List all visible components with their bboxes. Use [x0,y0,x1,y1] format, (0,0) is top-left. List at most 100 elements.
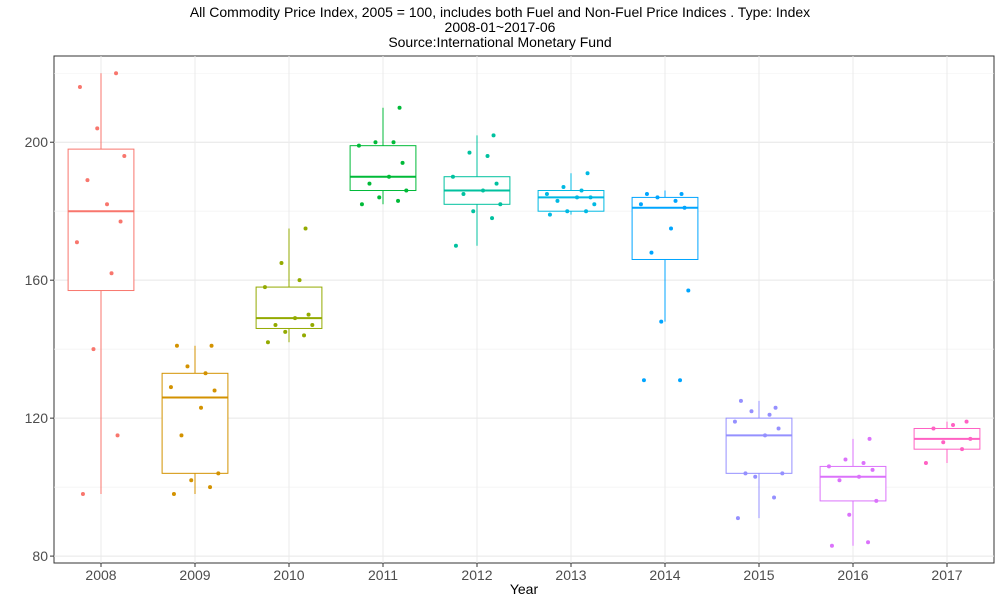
chart-title: All Commodity Price Index, 2005 = 100, i… [189,4,811,20]
data-point-2012 [453,243,458,248]
data-point-2010 [306,312,311,317]
box-2011 [349,145,417,192]
data-point-2010 [279,260,284,265]
data-point-2017 [968,436,973,441]
data-point-2013 [561,185,566,190]
data-point-2009 [216,471,221,476]
data-point-2011 [404,188,409,193]
data-point-2014 [673,198,678,203]
data-point-2010 [297,278,302,283]
data-point-2014 [659,319,664,324]
data-point-2011 [377,195,382,200]
data-point-2015 [773,405,778,410]
data-point-2010 [262,285,267,290]
data-point-2017 [941,440,946,445]
data-point-2010 [302,333,307,338]
data-point-2012 [491,133,496,138]
data-point-2011 [400,160,405,165]
data-point-2016 [847,512,852,517]
axis-layer: 80 120 160 200 2008 2009 2010 2011 2012 2013 2014 2… [25,134,963,583]
data-point-2015 [763,433,768,438]
y-tick-label: 160 [25,272,49,288]
box-2014 [631,196,699,260]
data-point-2011 [396,198,401,203]
data-point-2015 [735,516,740,521]
data-point-2015 [743,471,748,476]
data-point-2012 [490,216,495,221]
data-point-2008 [115,433,120,438]
data-point-2013 [592,202,597,207]
data-point-2015 [749,409,754,414]
data-point-2009 [199,405,204,410]
data-point-2012 [498,202,503,207]
data-point-2012 [481,188,486,193]
x-tick-label: 2015 [743,567,774,583]
x-axis-title: Year [510,581,539,597]
data-point-2016 [857,474,862,479]
data-point-2015 [753,474,758,479]
data-point-2013 [555,198,560,203]
data-point-2015 [780,471,785,476]
data-point-2009 [185,364,190,369]
data-point-2008 [122,154,127,159]
data-point-2013 [565,209,570,214]
y-tick-label: 200 [25,134,49,150]
data-point-2014 [638,202,643,207]
data-point-2016 [826,464,831,469]
x-tick-label: 2014 [649,567,680,583]
data-point-2009 [203,371,208,376]
x-tick-label: 2012 [461,567,492,583]
point-layer [74,71,973,548]
data-point-2008 [109,271,114,276]
x-tick-label: 2009 [179,567,210,583]
data-point-2012 [450,174,455,179]
data-point-2009 [171,492,176,497]
data-point-2011 [373,140,378,145]
data-point-2011 [356,143,361,148]
data-point-2015 [732,419,737,424]
box-2015 [725,417,793,474]
chart-subtitle-source: Source:International Monetary Fund [388,34,612,50]
data-point-2011 [367,181,372,186]
data-point-2013 [547,212,552,217]
data-point-2014 [686,288,691,293]
data-point-2016 [866,540,871,545]
data-point-2017 [960,447,965,452]
data-point-2013 [588,195,593,200]
data-point-2014 [644,191,649,196]
data-point-2010 [310,323,315,328]
data-point-2008 [95,126,100,131]
data-point-2017 [923,460,928,465]
x-tick-label: 2017 [931,567,962,583]
data-point-2009 [189,478,194,483]
data-point-2017 [931,426,936,431]
data-point-2009 [168,385,173,390]
box-layer [67,73,981,546]
data-point-2009 [212,388,217,393]
data-point-2008 [105,202,110,207]
data-point-2011 [359,202,364,207]
data-point-2014 [678,378,683,383]
x-tick-label: 2010 [273,567,304,583]
data-point-2013 [575,195,580,200]
data-point-2010 [293,316,298,321]
x-tick-label: 2008 [85,567,116,583]
data-point-2009 [179,433,184,438]
box-2010 [255,286,323,329]
data-point-2010 [303,226,308,231]
data-point-2015 [776,426,781,431]
data-point-2013 [585,171,590,176]
data-point-2008 [91,347,96,352]
data-point-2009 [174,343,179,348]
data-point-2014 [655,195,660,200]
data-point-2014 [649,250,654,255]
box-2016 [819,465,887,502]
data-point-2008 [74,240,79,245]
data-point-2012 [471,209,476,214]
data-point-2012 [461,191,466,196]
data-point-2016 [867,436,872,441]
data-point-2008 [80,492,85,497]
y-tick-label: 80 [32,548,48,564]
